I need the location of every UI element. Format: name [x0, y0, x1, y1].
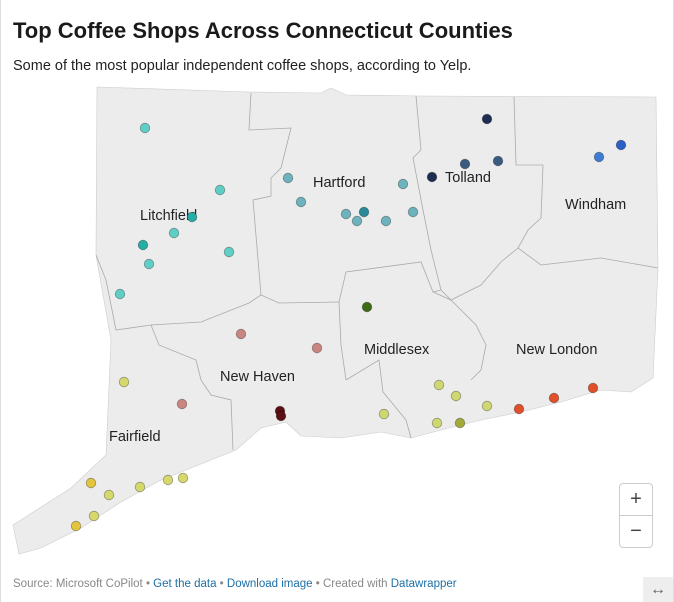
county-labels: Litchfield Hartford Tolland Windham Midd…	[108, 169, 628, 447]
coffee-shop-marker[interactable]	[459, 158, 471, 170]
county-label-new-london: New London	[516, 342, 597, 358]
coffee-shop-marker[interactable]	[177, 472, 189, 484]
county-label-tolland: Tolland	[445, 170, 491, 186]
coffee-shop-marker[interactable]	[593, 151, 605, 163]
coffee-shop-marker[interactable]	[295, 196, 307, 208]
zoom-in-button[interactable]: +	[620, 484, 652, 516]
county-label-middlesex: Middlesex	[364, 342, 430, 358]
coffee-shop-marker[interactable]	[275, 410, 287, 422]
separator: •	[216, 578, 227, 590]
zoom-out-button[interactable]: −	[630, 520, 642, 542]
county-borders	[95, 92, 659, 451]
coffee-shop-marker[interactable]	[380, 215, 392, 227]
coffee-shop-marker[interactable]	[162, 474, 174, 486]
coffee-shop-marker[interactable]	[481, 400, 493, 412]
coffee-shop-marker[interactable]	[351, 215, 363, 227]
coffee-shop-marker[interactable]	[235, 328, 247, 340]
coffee-shop-marker[interactable]	[397, 178, 409, 190]
created-with-text: Created with	[322, 578, 388, 590]
coffee-shop-marker[interactable]	[143, 258, 155, 270]
zoom-controls: + −	[619, 483, 653, 548]
coffee-shop-marker[interactable]	[431, 417, 443, 429]
coffee-shop-markers[interactable]	[70, 113, 627, 532]
coffee-shop-marker[interactable]	[168, 227, 180, 239]
download-image-link[interactable]: Download image	[226, 578, 313, 590]
coffee-shop-marker[interactable]	[134, 481, 146, 493]
coffee-shop-marker[interactable]	[587, 382, 599, 394]
coffee-shop-marker[interactable]	[492, 155, 504, 167]
coffee-shop-marker[interactable]	[450, 390, 462, 402]
coffee-shop-marker[interactable]	[139, 122, 151, 134]
coffee-shop-marker[interactable]	[548, 392, 560, 404]
coffee-shop-marker[interactable]	[361, 301, 373, 313]
coffee-shop-marker[interactable]	[186, 211, 198, 223]
coffee-shop-marker[interactable]	[103, 489, 115, 501]
coffee-shop-marker[interactable]	[407, 206, 419, 218]
separator: •	[312, 578, 323, 590]
coffee-shop-marker[interactable]	[454, 417, 466, 429]
datawrapper-link[interactable]: Datawrapper	[390, 578, 457, 590]
coffee-shop-marker[interactable]	[70, 520, 82, 532]
coffee-shop-marker[interactable]	[481, 113, 493, 125]
separator: •	[142, 578, 154, 590]
resize-icon[interactable]: ↔	[643, 577, 673, 602]
coffee-shop-marker[interactable]	[378, 408, 390, 420]
county-label-litchfield: Litchfield	[140, 208, 197, 224]
county-label-fairfield: Fairfield	[109, 429, 161, 445]
county-label-windham: Windham	[565, 197, 626, 213]
coffee-shop-marker[interactable]	[282, 172, 294, 184]
coffee-shop-marker[interactable]	[118, 376, 130, 388]
map-title: Top Coffee Shops Across Connecticut Coun…	[13, 18, 513, 43]
coffee-shop-marker[interactable]	[214, 184, 226, 196]
coffee-shop-marker[interactable]	[114, 288, 126, 300]
source-text: Source: Microsoft CoPilot	[13, 578, 143, 590]
coffee-shop-marker[interactable]	[176, 398, 188, 410]
county-label-hartford: Hartford	[313, 175, 365, 191]
coffee-shop-marker[interactable]	[311, 342, 323, 354]
state-outline	[12, 86, 659, 555]
get-data-link[interactable]: Get the data	[153, 578, 217, 590]
coffee-shop-marker[interactable]	[426, 171, 438, 183]
coffee-shop-marker[interactable]	[85, 477, 97, 489]
coffee-shop-marker[interactable]	[88, 510, 100, 522]
coffee-shop-marker[interactable]	[223, 246, 235, 258]
coffee-shop-marker[interactable]	[513, 403, 525, 415]
coffee-shop-marker[interactable]	[137, 239, 149, 251]
coffee-shop-marker[interactable]	[358, 206, 370, 218]
coffee-shop-marker[interactable]	[340, 208, 352, 220]
coffee-shop-marker[interactable]	[433, 379, 445, 391]
footer: Source: Microsoft CoPilot • Get the data…	[13, 578, 457, 590]
map-subtitle: Some of the most popular independent cof…	[13, 58, 472, 74]
county-label-new-haven: New Haven	[220, 369, 295, 385]
coffee-shop-marker[interactable]	[615, 139, 627, 151]
